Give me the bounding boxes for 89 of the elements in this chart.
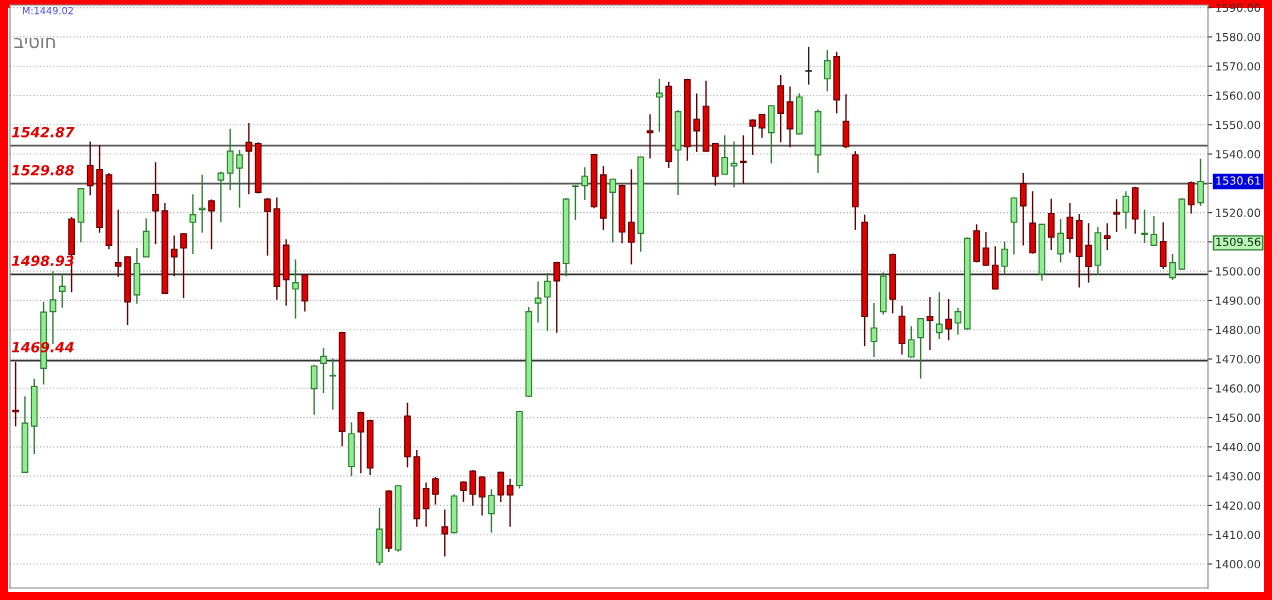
- candlestick: [721, 134, 729, 176]
- candlestick: [628, 168, 635, 266]
- y-tick-label: 1580.00: [1216, 32, 1261, 42]
- candlestick: [749, 118, 757, 156]
- candlestick: [534, 280, 542, 324]
- candlestick: [292, 258, 299, 320]
- candlestick: [245, 122, 253, 195]
- candlestick: [1197, 158, 1204, 207]
- candlestick: [208, 198, 215, 250]
- candlestick: [58, 273, 66, 309]
- candlestick: [656, 78, 663, 133]
- candlestick: [907, 325, 915, 359]
- candlestick: [1001, 240, 1008, 275]
- y-tick-label: 1410.00: [1216, 530, 1261, 540]
- candlestick: [469, 469, 477, 507]
- candlestick: [823, 49, 831, 93]
- candlestick: [982, 231, 990, 267]
- candlestick: [422, 481, 430, 528]
- candlestick: [432, 476, 439, 506]
- candlestick: [114, 208, 122, 278]
- y-tick-label: 1500.00: [1216, 267, 1261, 276]
- y-tick-label: 1490.00: [1216, 296, 1261, 305]
- candlestick: [506, 478, 514, 528]
- candlestick: [152, 161, 159, 245]
- candlestick: [572, 184, 579, 221]
- candlestick: [488, 488, 495, 534]
- candlestick: [1066, 202, 1074, 254]
- candlestick: [609, 177, 617, 243]
- y-tick-label: 1420.00: [1216, 501, 1261, 510]
- y-tick-label: 1400.00: [1216, 559, 1261, 569]
- y-tick-label: 1520.00: [1216, 208, 1261, 217]
- y-tick-label: 1470.00: [1216, 354, 1261, 364]
- candlestick: [935, 291, 943, 340]
- candlestick: [460, 480, 467, 503]
- candlestick: [329, 357, 337, 411]
- text: 1530.61: [1216, 176, 1261, 185]
- ref-line-label: 1529.88: [11, 164, 74, 176]
- candlestick: [1057, 218, 1064, 264]
- candlestick: [497, 471, 505, 503]
- y-tick-label: 1460.00: [1216, 384, 1261, 393]
- candlestick: [226, 128, 234, 192]
- ref-line-label: 1542.87: [11, 126, 75, 138]
- candlestick: [1187, 180, 1195, 215]
- candlestick: [1103, 222, 1111, 251]
- y-tick-label: 1450.00: [1216, 413, 1261, 422]
- candlestick: [553, 261, 561, 334]
- candlestick: [478, 475, 486, 517]
- candlestick: [180, 232, 187, 299]
- candlestick: [1047, 198, 1055, 251]
- candlestick: [740, 134, 747, 185]
- y-tick-label: 1440.00: [1216, 442, 1261, 452]
- candlestick: [170, 234, 178, 277]
- candlestick: [581, 166, 589, 201]
- candlestick: [730, 140, 738, 188]
- text: ביטוח: [14, 37, 55, 49]
- candlestick: [1169, 253, 1176, 281]
- candlestick: [917, 317, 924, 380]
- candlestick: [236, 149, 243, 209]
- candlestick: [1150, 215, 1158, 247]
- candlestick: [805, 46, 813, 86]
- candlestick: [264, 197, 271, 257]
- candlestick: [310, 364, 318, 416]
- candlestick: [189, 193, 197, 255]
- candlestick: [1122, 190, 1130, 230]
- candlestick: [1085, 222, 1092, 284]
- candlestick: [1141, 208, 1148, 244]
- candlestick: [945, 298, 952, 341]
- candlestick: [217, 170, 225, 223]
- candlestick: [991, 245, 999, 291]
- annotation: M:1449.02: [22, 6, 73, 15]
- text: 1509.56: [1216, 237, 1261, 247]
- candlestick: [441, 508, 449, 558]
- y-tick-label: 1480.00: [1216, 325, 1261, 335]
- y-tick-label: 1550.00: [1216, 120, 1261, 130]
- y-tick-label: 1430.00: [1216, 472, 1261, 481]
- candlestick: [544, 272, 551, 332]
- y-tick-label: 1540.00: [1216, 150, 1261, 159]
- candlestick: [357, 411, 365, 474]
- candlestick: [870, 302, 878, 358]
- candlestick: [646, 113, 654, 160]
- candlestick: [693, 92, 701, 153]
- candlestick: [954, 307, 962, 336]
- y-tick-label: 1570.00: [1216, 62, 1261, 71]
- y-tick-label: 1560.00: [1216, 91, 1261, 100]
- candlestick: [1113, 198, 1120, 233]
- candlestick: [320, 347, 327, 394]
- candlestick: [926, 296, 934, 351]
- candlestick: [1019, 172, 1027, 247]
- candlestick: [86, 140, 94, 197]
